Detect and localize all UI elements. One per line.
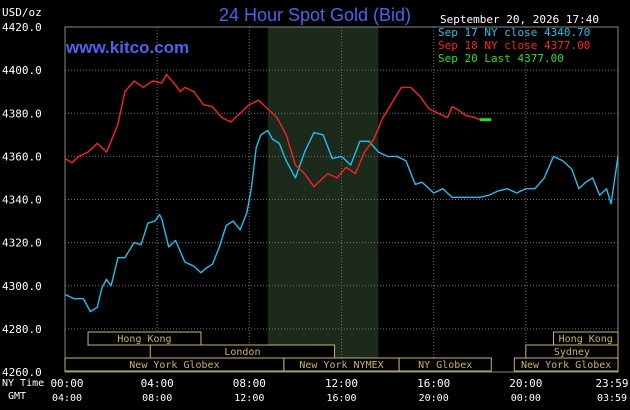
y-tick-label: 4260.0 [2, 366, 42, 379]
y-tick-label: 4300.0 [2, 280, 42, 293]
x-tick-gmt: 08:00 [142, 393, 172, 404]
session-box [398, 357, 492, 372]
x-tick-gmt: 16:00 [326, 393, 356, 404]
session-label: Hong Kong [559, 334, 613, 345]
x-tick-gmt: 20:00 [419, 393, 449, 404]
x-tick-gmt: 04:00 [52, 393, 82, 404]
x-tick-ny: 20:00 [509, 377, 542, 390]
legend: Sep 17 NY close 4340.70 Sep 18 NY close … [438, 26, 590, 65]
y-tick-label: 4360.0 [2, 150, 42, 163]
session-label: New York NYMEX [299, 360, 383, 371]
session-label: London [224, 347, 260, 358]
session-box [87, 331, 202, 346]
y-tick-label: 4280.0 [2, 323, 42, 336]
series-line-1 [64, 73, 481, 188]
legend-item-sep20: Sep 20 Last 4377.00 [438, 52, 564, 65]
site-link[interactable]: www.kitco.com [66, 38, 190, 57]
x-tick-ny: 04:00 [141, 377, 174, 390]
x-tick-ny: 00:00 [50, 377, 83, 390]
session-label: New York Globex [129, 360, 219, 371]
y-tick-label: 4380.0 [2, 107, 42, 120]
unit-label: USD/oz [2, 6, 42, 19]
x-tick-gmt: 12:00 [234, 393, 264, 404]
gmt-label: GMT [8, 391, 27, 402]
session-box [513, 357, 619, 372]
legend-item-sep18: Sep 18 NY close 4377.00 [438, 39, 591, 52]
session-label: Sydney [554, 347, 590, 358]
session-label: NY Globex [418, 360, 472, 371]
legend-item-sep17: Sep 17 NY close 4340.70 [438, 26, 591, 39]
x-tick-gmt: 03:59 [597, 393, 627, 404]
x-tick-ny: 08:00 [233, 377, 266, 390]
ny-time-label: NY Time [2, 378, 45, 389]
y-tick-label: 4420.0 [2, 21, 42, 34]
plot-border [64, 26, 619, 373]
series-line-0 [64, 129, 619, 313]
x-tick-ny: 12:00 [325, 377, 358, 390]
y-tick-label: 4340.0 [2, 194, 42, 207]
chart-title: 24 Hour Spot Gold (Bid) [218, 5, 412, 25]
x-tick-gmt: 00:00 [511, 393, 541, 404]
y-tick-label: 4320.0 [2, 237, 42, 250]
timestamp: September 20, 2026 17:40 [440, 13, 599, 26]
session-label: New York Globex [521, 360, 611, 371]
x-tick-ny: 16:00 [417, 377, 450, 390]
x-tick-ny: 23:59 [595, 377, 628, 390]
y-tick-label: 4400.0 [2, 64, 42, 77]
session-label: Hong Kong [117, 334, 171, 345]
